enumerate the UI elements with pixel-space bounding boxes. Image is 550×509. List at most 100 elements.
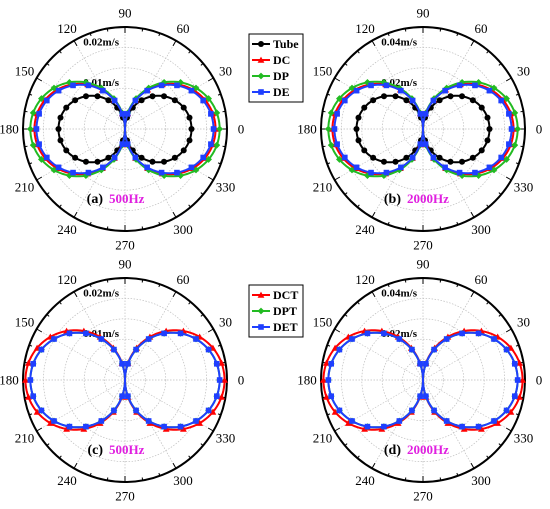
polar-panel: 90603003303002702402101801501200.02m/s0.… bbox=[297, 257, 542, 504]
data-point bbox=[469, 97, 476, 104]
data-point bbox=[29, 109, 37, 117]
data-point bbox=[370, 154, 377, 161]
axis-tick bbox=[207, 77, 214, 82]
axis-tick bbox=[505, 328, 512, 333]
data-point bbox=[353, 87, 360, 94]
radial-tick-label: 0.02m/s bbox=[83, 287, 119, 299]
data-point bbox=[82, 172, 90, 180]
data-point bbox=[447, 158, 454, 165]
series-de bbox=[331, 82, 515, 176]
data-point bbox=[422, 141, 429, 147]
grid-spoke bbox=[371, 40, 424, 130]
data-point bbox=[26, 125, 34, 133]
data-point bbox=[323, 359, 330, 366]
data-point bbox=[161, 330, 167, 337]
axis-tick bbox=[200, 314, 204, 317]
axis-tick bbox=[470, 462, 475, 469]
legend-marker bbox=[257, 56, 265, 63]
angle-tick-label: 300 bbox=[173, 222, 193, 237]
data-point bbox=[36, 141, 42, 147]
data-point bbox=[381, 423, 387, 430]
axis-tick bbox=[141, 226, 144, 230]
axis-tick bbox=[486, 301, 489, 305]
legend-label: DC bbox=[273, 53, 290, 67]
axis-tick bbox=[207, 176, 214, 181]
axis-tick bbox=[387, 283, 390, 288]
data-point bbox=[66, 423, 73, 430]
axis-tick bbox=[498, 314, 502, 317]
angle-tick-label: 0 bbox=[536, 373, 543, 388]
data-point bbox=[100, 87, 106, 94]
data-point bbox=[38, 156, 45, 163]
grid-spoke bbox=[73, 40, 126, 130]
data-point bbox=[161, 423, 167, 430]
axis-tick bbox=[106, 28, 109, 32]
axis-tick bbox=[24, 110, 28, 113]
radial-tick-label: 0.02m/s bbox=[381, 328, 417, 340]
angle-tick-label: 270 bbox=[413, 238, 433, 253]
data-point bbox=[336, 407, 343, 414]
data-point bbox=[46, 419, 54, 426]
data-point bbox=[503, 95, 510, 102]
data-point bbox=[216, 377, 223, 383]
axis-tick bbox=[456, 221, 459, 226]
data-point bbox=[221, 376, 228, 383]
data-point bbox=[144, 87, 150, 94]
grid-circle bbox=[83, 87, 167, 171]
axis-tick bbox=[326, 162, 331, 165]
data-point bbox=[484, 114, 491, 121]
angle-tick-label: 120 bbox=[57, 21, 77, 36]
axis-tick bbox=[200, 192, 204, 195]
data-point bbox=[193, 336, 199, 342]
data-point bbox=[484, 137, 491, 144]
data-point bbox=[498, 97, 504, 104]
data-point bbox=[403, 97, 410, 104]
data-point bbox=[188, 126, 195, 132]
data-point bbox=[398, 87, 404, 94]
data-point bbox=[119, 393, 125, 399]
data-point bbox=[491, 418, 497, 424]
axis-tick bbox=[222, 110, 226, 113]
grid-spoke bbox=[124, 128, 177, 218]
data-point bbox=[512, 361, 518, 367]
data-point bbox=[50, 84, 58, 92]
angle-tick-label: 300 bbox=[471, 473, 491, 488]
axis-tick bbox=[515, 413, 520, 416]
axis-tick bbox=[326, 413, 331, 416]
radial-tick-label: 0.01m/s bbox=[83, 328, 119, 340]
data-point bbox=[186, 114, 193, 121]
angle-tick-label: 120 bbox=[355, 21, 375, 36]
polar-panel: 90603003303002702402101801501200.02m/s0.… bbox=[297, 6, 542, 253]
data-point bbox=[430, 154, 437, 161]
data-point bbox=[417, 141, 424, 147]
angle-tick-label: 210 bbox=[313, 431, 333, 446]
data-point bbox=[111, 407, 117, 414]
axis-tick bbox=[207, 427, 214, 432]
data-point bbox=[55, 87, 62, 94]
radial-tick-label: 0.04m/s bbox=[381, 36, 417, 48]
axis-tick bbox=[222, 145, 226, 148]
angle-tick-label: 240 bbox=[57, 473, 77, 488]
data-point bbox=[431, 346, 437, 353]
axis-tick bbox=[439, 28, 442, 32]
axis-tick bbox=[200, 63, 204, 66]
legend-item: DCT bbox=[252, 288, 298, 302]
data-point bbox=[324, 125, 332, 133]
data-point bbox=[205, 346, 212, 353]
angle-tick-label: 330 bbox=[514, 180, 534, 195]
data-point bbox=[138, 97, 145, 104]
frequency-label: 500Hz bbox=[109, 191, 145, 206]
data-point bbox=[344, 419, 352, 426]
data-point bbox=[38, 346, 45, 353]
grid-spoke bbox=[124, 40, 177, 130]
data-point bbox=[205, 156, 212, 163]
data-point bbox=[456, 82, 463, 89]
data-point bbox=[36, 111, 42, 117]
data-point bbox=[70, 82, 76, 89]
axis-tick bbox=[158, 221, 161, 226]
angle-tick-label: 300 bbox=[173, 473, 193, 488]
data-point bbox=[417, 393, 423, 399]
data-point bbox=[409, 154, 416, 161]
data-point bbox=[417, 361, 423, 367]
angle-tick-label: 90 bbox=[417, 6, 430, 21]
